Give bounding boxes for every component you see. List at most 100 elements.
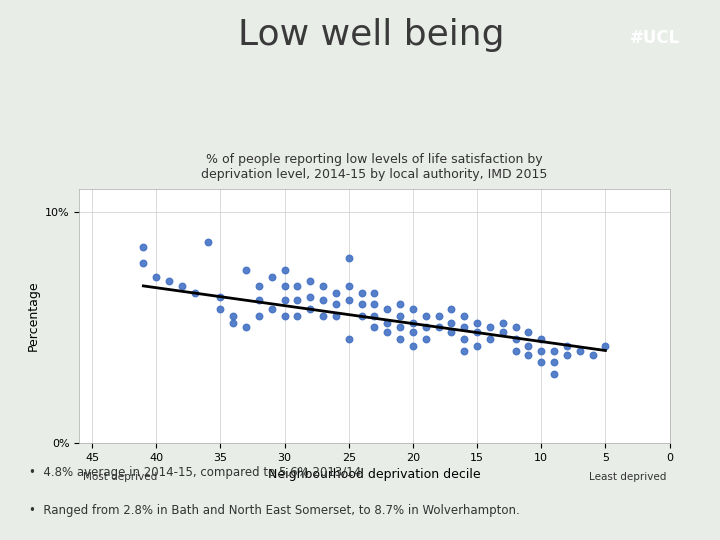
Point (343, 295, 354, 304)
Point (240, 266, 252, 274)
Point (561, 351, 572, 360)
Point (497, 328, 508, 336)
Point (523, 342, 534, 350)
Text: •  4.8% average in 2014-15, compared to 5.6% 2013/14: • 4.8% average in 2014-15, compared to 5… (29, 466, 361, 479)
Point (433, 312, 444, 320)
Point (484, 335, 495, 343)
Point (536, 335, 547, 343)
Point (420, 335, 431, 343)
Point (446, 328, 457, 336)
Point (395, 335, 406, 343)
Point (549, 357, 560, 366)
Point (215, 305, 226, 313)
Y-axis label: Percentage: Percentage (27, 281, 40, 351)
Point (549, 346, 560, 355)
Point (318, 281, 329, 290)
Point (510, 335, 521, 343)
Title: % of people reporting low levels of life satisfaction by
deprivation level, 2014: % of people reporting low levels of life… (201, 153, 548, 181)
Point (318, 295, 329, 304)
Point (561, 342, 572, 350)
Point (330, 288, 342, 297)
Point (497, 319, 508, 327)
Point (305, 277, 316, 286)
Point (587, 351, 598, 360)
Point (138, 242, 149, 251)
Point (279, 312, 290, 320)
Point (279, 295, 290, 304)
Point (433, 323, 444, 332)
Point (472, 342, 483, 350)
Point (459, 346, 470, 355)
Point (163, 277, 175, 286)
Text: Low well being: Low well being (238, 18, 504, 52)
Point (253, 281, 265, 290)
Point (253, 312, 265, 320)
Point (420, 312, 431, 320)
Point (305, 305, 316, 313)
Point (215, 293, 226, 302)
Text: •  Ranged from 2.8% in Bath and North East Somerset, to 8.7% in Wolverhampton.: • Ranged from 2.8% in Bath and North Eas… (29, 504, 520, 517)
Point (369, 323, 380, 332)
Point (459, 312, 470, 320)
Point (510, 323, 521, 332)
Point (382, 319, 393, 327)
Point (356, 300, 367, 309)
Point (536, 357, 547, 366)
Point (523, 351, 534, 360)
Point (138, 259, 149, 267)
Text: #UCL: #UCL (630, 29, 680, 47)
Point (202, 238, 213, 246)
Point (407, 305, 418, 313)
Text: Most deprived: Most deprived (83, 472, 157, 483)
Point (305, 293, 316, 302)
Point (253, 295, 265, 304)
Point (600, 342, 611, 350)
Point (382, 305, 393, 313)
Text: Least deprived: Least deprived (589, 472, 666, 483)
Point (420, 323, 431, 332)
Point (240, 323, 252, 332)
Point (459, 335, 470, 343)
Point (343, 281, 354, 290)
Point (292, 295, 303, 304)
Point (279, 266, 290, 274)
Point (446, 319, 457, 327)
Point (472, 319, 483, 327)
Point (536, 346, 547, 355)
Point (574, 346, 585, 355)
Point (510, 346, 521, 355)
Point (266, 272, 277, 281)
Point (343, 335, 354, 343)
Point (407, 328, 418, 336)
Point (472, 328, 483, 336)
Point (395, 300, 406, 309)
Point (189, 288, 200, 297)
Point (369, 300, 380, 309)
Point (369, 288, 380, 297)
Point (228, 319, 239, 327)
Point (150, 272, 162, 281)
Point (266, 305, 277, 313)
Point (330, 300, 342, 309)
Point (382, 328, 393, 336)
Point (484, 323, 495, 332)
Point (407, 342, 418, 350)
Point (446, 305, 457, 313)
Point (356, 312, 367, 320)
Point (292, 312, 303, 320)
X-axis label: Neighbourhood deprivation decile: Neighbourhood deprivation decile (268, 468, 481, 481)
Point (459, 323, 470, 332)
Point (292, 281, 303, 290)
Point (330, 312, 342, 320)
Point (318, 312, 329, 320)
Point (369, 312, 380, 320)
Point (395, 312, 406, 320)
Point (279, 281, 290, 290)
Point (523, 328, 534, 336)
Point (176, 281, 188, 290)
Point (356, 288, 367, 297)
Point (395, 323, 406, 332)
Point (343, 254, 354, 262)
Point (407, 319, 418, 327)
Point (228, 312, 239, 320)
